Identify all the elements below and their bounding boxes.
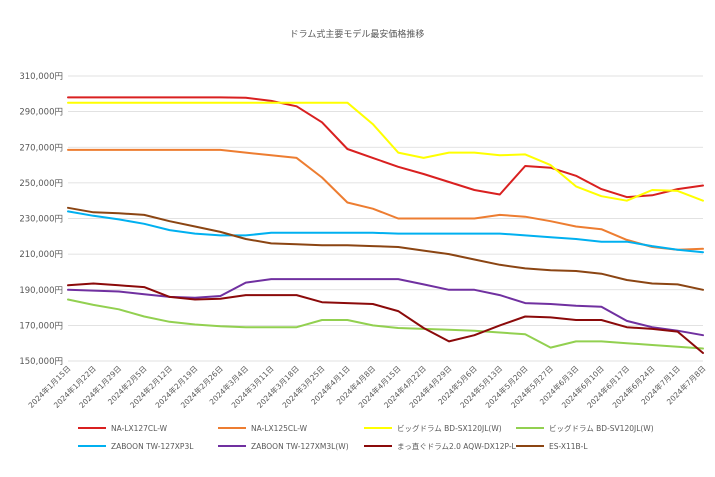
- y-tick-label: 270,000円: [19, 143, 63, 153]
- legend-item: ビッグドラム BD-SV120JL(W): [516, 421, 654, 435]
- series-line-3: [67, 298, 704, 350]
- legend-label: ES-X11B-L: [549, 441, 588, 451]
- legend-label: NA-LX127CL-W: [111, 423, 168, 433]
- legend-swatch: [78, 445, 106, 447]
- legend-label: ZABOON TW-127XM3L(W): [251, 441, 349, 451]
- y-tick-label: 230,000円: [19, 215, 63, 225]
- x-tick-label: 2024年5月13日: [458, 363, 505, 410]
- x-tick-label: 2024年6月24日: [610, 363, 657, 410]
- y-tick-label: 150,000円: [19, 357, 63, 367]
- y-tick-label: 310,000円: [19, 72, 63, 82]
- x-tick-label: 2024年5月20日: [483, 363, 530, 410]
- legend-item: NA-LX127CL-W: [78, 421, 167, 435]
- legend-swatch: [78, 427, 106, 429]
- x-tick-label: 2024年2月26日: [178, 363, 225, 410]
- legend-label: まっ直ぐドラム2.0 AQW-DX12P-L: [397, 441, 516, 451]
- y-tick-label: 250,000円: [19, 179, 63, 189]
- legend-item: ES-X11B-L: [516, 439, 588, 453]
- series-line-7: [67, 206, 704, 291]
- legend-swatch: [218, 427, 246, 429]
- legend-swatch: [516, 427, 544, 429]
- x-tick-label: 2024年4月22日: [381, 363, 428, 410]
- legend-label: ビッグドラム BD-SX120JL(W): [397, 423, 502, 433]
- legend-item: ZABOON TW-127XM3L(W): [218, 439, 349, 453]
- series-line-0: [67, 96, 704, 199]
- legend-swatch: [218, 445, 246, 447]
- x-tick-label: 2024年5月27日: [508, 363, 555, 410]
- legend-label: ZABOON TW-127XP3L: [111, 441, 194, 451]
- y-tick-label: 170,000円: [19, 321, 63, 331]
- legend-label: NA-LX125CL-W: [251, 423, 308, 433]
- x-tick-label: 2024年4月15日: [356, 363, 403, 410]
- x-tick-label: 2024年3月11日: [229, 363, 276, 410]
- x-tick-label: 2024年2月12日: [127, 363, 174, 410]
- legend-swatch: [364, 445, 392, 447]
- legend-item: ビッグドラム BD-SX120JL(W): [364, 421, 502, 435]
- x-tick-label: 2024年3月18日: [254, 363, 301, 410]
- x-tick-label: 2024年4月29日: [407, 363, 454, 410]
- x-tick-label: 2024年1月15日: [26, 363, 73, 410]
- series-line-1: [67, 148, 704, 251]
- series-line-6: [67, 282, 704, 354]
- legend-item: まっ直ぐドラム2.0 AQW-DX12P-L: [364, 439, 516, 453]
- legend-label: ビッグドラム BD-SV120JL(W): [549, 423, 654, 433]
- y-tick-label: 190,000円: [19, 286, 63, 296]
- legend-item: ZABOON TW-127XP3L: [78, 439, 193, 453]
- series-line-2: [67, 101, 704, 202]
- x-tick-label: 2024年6月10日: [559, 363, 606, 410]
- y-tick-label: 210,000円: [19, 250, 63, 260]
- x-tick-label: 2024年6月17日: [585, 363, 632, 410]
- x-tick-label: 2024年1月22日: [51, 363, 98, 410]
- x-tick-label: 2024年3月25日: [280, 363, 327, 410]
- y-tick-label: 290,000円: [19, 108, 63, 118]
- legend-swatch: [516, 445, 544, 447]
- chart-title: ドラム式主要モデル最安価格推移: [290, 28, 425, 40]
- series-line-4: [67, 210, 704, 254]
- x-tick-label: 2024年2月19日: [153, 363, 200, 410]
- legend-swatch: [364, 427, 392, 429]
- x-tick-label: 2024年1月29日: [77, 363, 124, 410]
- legend-item: NA-LX125CL-W: [218, 421, 307, 435]
